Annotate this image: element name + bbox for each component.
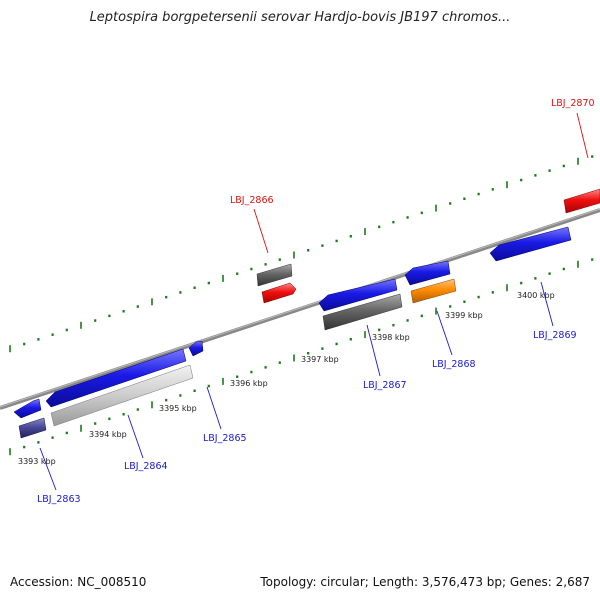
genome-summary-text: Topology: circular; Length: 3,576,473 bp… [260,575,590,589]
gene-label-lbj-2869[interactable]: LBJ_2869 [533,330,577,341]
gene-label-lbj-2865[interactable]: LBJ_2865 [203,433,247,444]
gene-lbj-2868-rna[interactable] [410,278,457,304]
gene-lbj-2863[interactable] [13,398,42,419]
gene-lbj-2868[interactable] [404,260,451,286]
scale-label-3399: 3399 kbp [445,311,483,320]
leader-lines [39,281,554,491]
scale-label-3400: 3400 kbp [517,291,555,300]
scale-label-3393: 3393 kbp [18,457,56,466]
backbone-highlight [0,208,600,408]
gene-lbj-2865[interactable] [188,340,204,357]
genome-backbone [0,208,600,410]
gene-label-lbj-2867[interactable]: LBJ_2867 [363,380,407,391]
gene-lbj-2866-pseudo[interactable] [256,263,293,287]
scale-label-3397: 3397 kbp [301,355,339,364]
scale-label-3394: 3394 kbp [89,430,127,439]
gene-lbj-2867[interactable] [318,278,398,312]
gene-lbj-2867-pseudo[interactable] [322,293,403,331]
scale-label-3398: 3398 kbp [372,333,410,342]
leader-lines-red [253,112,589,254]
gene-label-lbj-2866[interactable]: LBJ_2866 [230,195,274,206]
gene-label-lbj-2864[interactable]: LBJ_2864 [124,461,168,472]
map-title: Leptospira borgpetersenii serovar Hardjo… [89,10,511,25]
gene-lbj-2866[interactable] [261,282,297,304]
gene-label-lbj-2863[interactable]: LBJ_2863 [37,494,81,505]
scale-ticks [9,155,594,456]
gene-lbj-2869[interactable] [489,226,572,262]
gene-lbj-2864-pseudo[interactable] [50,364,194,427]
gene-lbj-2870[interactable] [563,188,600,214]
accession-text: Accession: NC_008510 [10,575,147,589]
gene-lbj-2864[interactable] [45,348,187,408]
gene-lbj-2863-pseudo[interactable] [18,417,47,439]
gene-label-lbj-2870[interactable]: LBJ_2870 [551,98,595,109]
scale-label-3396: 3396 kbp [230,379,268,388]
scale-label-3395: 3395 kbp [159,404,197,413]
gene-label-lbj-2868[interactable]: LBJ_2868 [432,359,476,370]
